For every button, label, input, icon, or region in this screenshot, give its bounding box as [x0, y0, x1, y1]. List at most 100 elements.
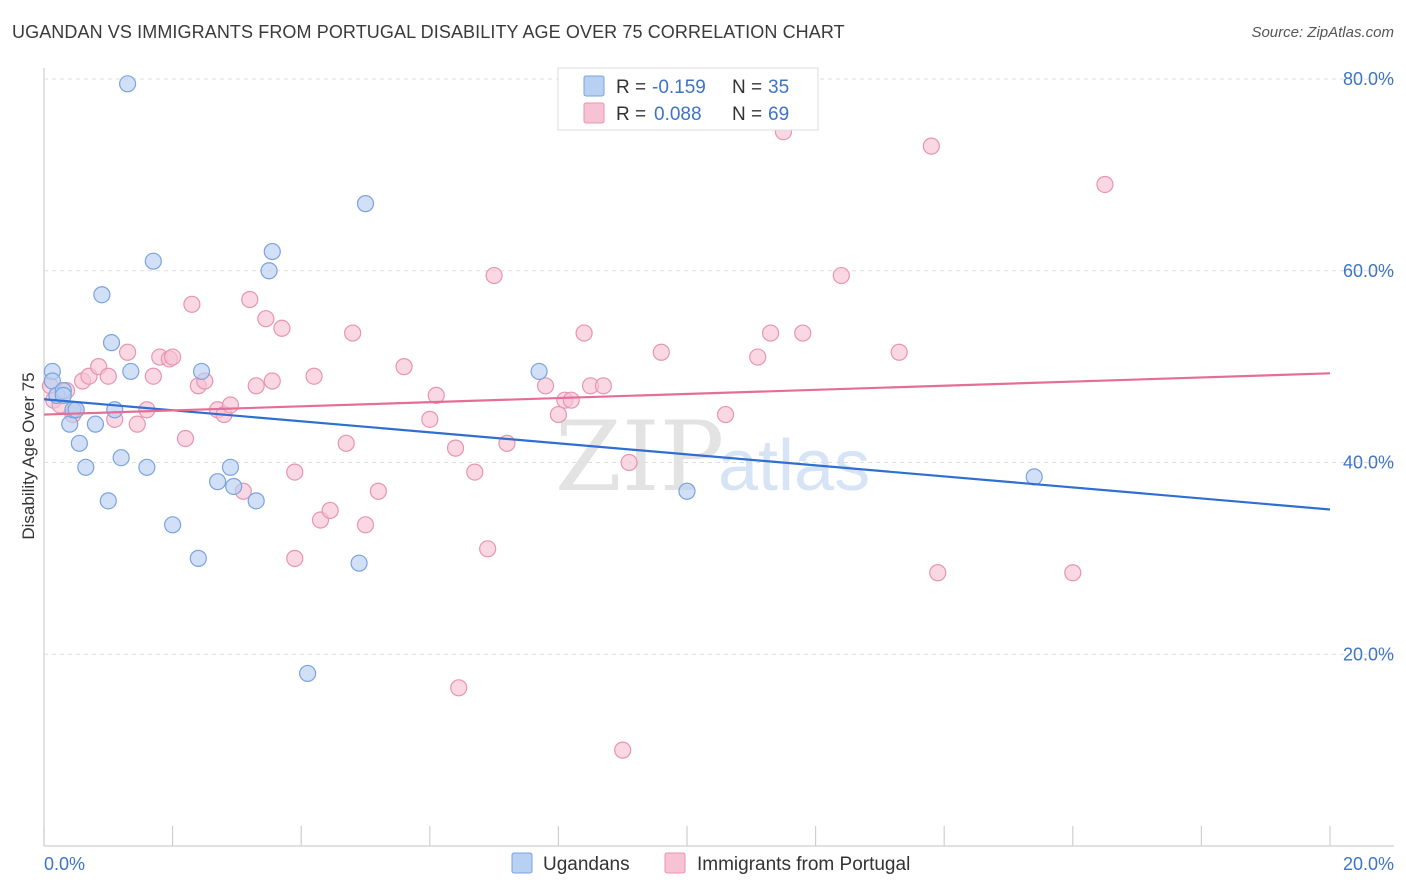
y-tick-labels: 20.0% 40.0% 60.0% 80.0%	[1343, 69, 1394, 664]
series-legend-swatch-ugandans	[511, 852, 533, 874]
x-tick-label-min: 0.0%	[44, 854, 85, 874]
point-ugandans-23	[225, 477, 243, 496]
legend-n-label-portugal: N =	[732, 104, 762, 125]
point-portugal-19	[183, 295, 201, 313]
point-portugal-64	[832, 266, 850, 285]
point-portugal-66	[922, 137, 940, 155]
series-legend: Ugandans Immigrants from Portugal	[511, 852, 910, 875]
point-portugal-53	[575, 324, 593, 342]
point-portugal-65	[890, 343, 908, 361]
legend-n-value-portugal: 69	[768, 104, 789, 125]
point-portugal-49	[536, 377, 555, 395]
watermark-zip: ZIP	[555, 401, 724, 513]
point-ugandans-6	[67, 401, 85, 419]
x-tick-label-max: 20.0%	[1343, 854, 1394, 874]
point-portugal-17	[164, 348, 182, 366]
y-axis-label: Disability Age Over 75	[19, 372, 38, 539]
point-portugal-28	[257, 310, 275, 328]
series-legend-label-portugal: Immigrants from Portugal	[697, 854, 910, 875]
series-legend-label-ugandans: Ugandans	[543, 854, 630, 875]
point-portugal-38	[356, 516, 375, 534]
point-ugandans-31	[678, 482, 696, 500]
point-portugal-40	[395, 358, 413, 376]
point-ugandans-24	[247, 492, 265, 510]
point-portugal-47	[485, 266, 503, 285]
point-ugandans-32	[1025, 468, 1043, 486]
point-ugandans-19	[189, 549, 207, 567]
point-portugal-59	[716, 405, 735, 424]
y-tick-label-20: 20.0%	[1343, 644, 1394, 664]
point-portugal-69	[1064, 564, 1082, 582]
chart-title: UGANDAN VS IMMIGRANTS FROM PORTUGAL DISA…	[12, 22, 845, 42]
x-axis-ticks	[43, 826, 1331, 846]
point-portugal-12	[128, 415, 146, 433]
point-ugandans-26	[263, 242, 281, 261]
point-portugal-67	[929, 564, 947, 582]
point-portugal-56	[614, 741, 632, 759]
point-ugandans-22	[221, 458, 240, 476]
legend-n-label-ugandans: N =	[732, 77, 762, 98]
point-portugal-39	[369, 482, 387, 500]
point-ugandans-11	[99, 492, 117, 510]
point-portugal-58	[652, 343, 670, 361]
point-ugandans-17	[144, 252, 162, 270]
point-ugandans-25	[260, 262, 278, 280]
data-points	[41, 75, 1114, 759]
point-portugal-50	[549, 405, 568, 424]
trend-line-portugal	[43, 372, 1331, 416]
point-ugandans-4	[61, 415, 79, 433]
point-portugal-37	[344, 324, 362, 342]
series-legend-swatch-portugal	[664, 852, 686, 874]
y-tick-label-40: 40.0%	[1343, 453, 1394, 473]
point-portugal-30	[273, 319, 291, 337]
point-portugal-18	[176, 429, 195, 448]
stats-legend: R = -0.159 N = 35 R = 0.088 N = 69	[557, 67, 819, 131]
point-portugal-55	[594, 377, 613, 395]
point-portugal-43	[446, 439, 465, 457]
point-portugal-63	[794, 324, 812, 342]
point-ugandans-20	[192, 362, 211, 381]
point-portugal-14	[144, 367, 162, 385]
point-portugal-60	[749, 348, 767, 366]
legend-r-value-ugandans: -0.159	[652, 77, 706, 98]
point-portugal-68	[1096, 175, 1114, 194]
point-ugandans-15	[122, 362, 140, 381]
point-ugandans-28	[350, 554, 368, 572]
point-ugandans-14	[112, 449, 130, 467]
point-portugal-9	[99, 367, 117, 385]
point-portugal-57	[620, 453, 638, 472]
point-portugal-31	[286, 463, 304, 481]
point-portugal-41	[421, 410, 439, 428]
point-portugal-52	[562, 391, 580, 409]
point-portugal-46	[479, 540, 497, 558]
point-portugal-61	[761, 324, 780, 342]
point-portugal-26	[241, 290, 259, 309]
point-ugandans-8	[77, 458, 95, 476]
point-ugandans-7	[70, 434, 88, 452]
point-ugandans-30	[530, 362, 548, 381]
point-portugal-29	[263, 372, 281, 390]
point-ugandans-29	[356, 195, 375, 213]
legend-swatch-ugandans	[583, 75, 605, 97]
trend-line-ugandans	[43, 398, 1331, 511]
legend-swatch-portugal	[583, 102, 605, 124]
y-tick-label-80: 80.0%	[1343, 69, 1394, 89]
point-portugal-42	[427, 386, 445, 404]
point-ugandans-16	[138, 458, 156, 476]
point-ugandans-18	[164, 516, 182, 534]
point-portugal-45	[466, 463, 484, 481]
point-ugandans-12	[102, 334, 121, 352]
point-ugandans-33	[118, 75, 137, 93]
point-portugal-33	[305, 367, 323, 385]
point-ugandans-21	[209, 473, 227, 491]
source-note: Source: ZipAtlas.com	[1251, 24, 1394, 41]
legend-r-label-portugal: R =	[616, 104, 646, 125]
point-ugandans-10	[93, 286, 111, 304]
legend-r-value-portugal: 0.088	[654, 104, 702, 125]
trend-lines	[43, 372, 1331, 511]
point-portugal-44	[450, 679, 468, 697]
point-portugal-36	[337, 434, 355, 452]
legend-n-value-ugandans: 35	[768, 77, 789, 98]
point-portugal-24	[221, 396, 240, 414]
